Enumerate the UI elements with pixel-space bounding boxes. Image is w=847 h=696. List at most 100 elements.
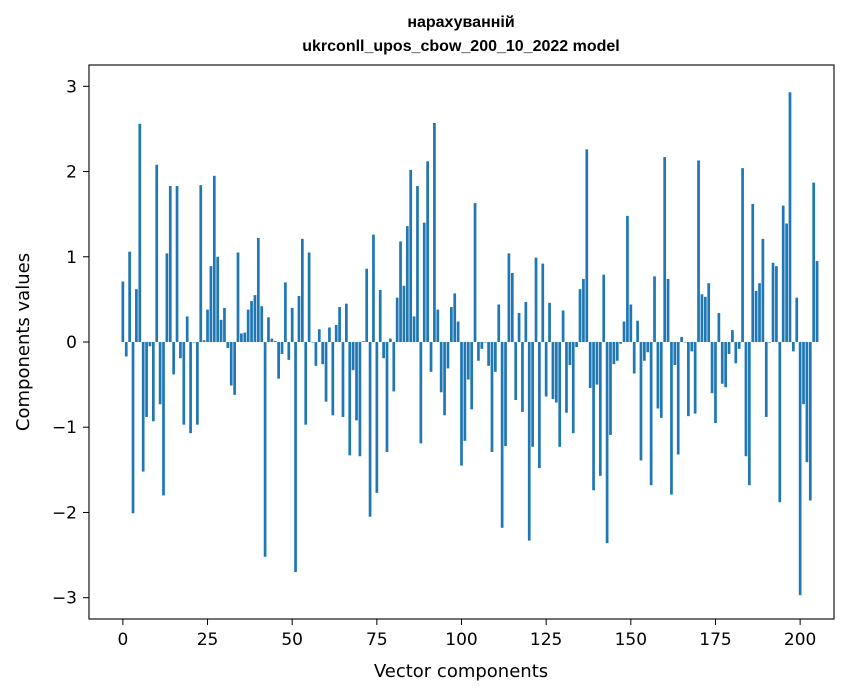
bar-146 [615, 342, 619, 361]
bar-106 [480, 342, 484, 349]
bar-94 [439, 342, 443, 393]
bar-157 [653, 276, 656, 342]
bar-168 [690, 342, 694, 352]
bar-78 [385, 342, 389, 452]
chart-title-line2: ukrconll_upos_cbow_200_10_2022 model [302, 38, 619, 55]
bar-149 [626, 215, 629, 342]
bar-178 [724, 342, 727, 388]
bar-39 [253, 295, 257, 342]
bar-23 [199, 185, 203, 342]
bar-19 [185, 316, 189, 342]
bar-117 [517, 313, 521, 342]
bar-130 [561, 310, 565, 342]
bar-12 [162, 342, 165, 496]
bar-203 [808, 342, 812, 501]
x-tick-label: 100 [445, 630, 477, 650]
x-axis-ticks: 0 25 50 75 100 125 150 175 200 [117, 619, 816, 650]
bar-86 [412, 316, 416, 342]
bar-173 [707, 283, 711, 342]
bar-72 [365, 268, 369, 342]
bar-92 [433, 122, 436, 343]
bar-113 [504, 342, 507, 446]
bar-74 [372, 234, 375, 342]
x-tick-label: 0 [117, 630, 128, 650]
bar-83 [402, 285, 406, 342]
bar-8 [148, 342, 152, 347]
bar-110 [494, 342, 497, 372]
bar-35 [240, 333, 243, 342]
bar-80 [392, 342, 396, 392]
bar-68 [351, 342, 355, 371]
bar-5 [138, 123, 142, 342]
bar-42 [263, 342, 267, 557]
bar-91 [429, 342, 433, 372]
bar-162 [670, 342, 673, 495]
bar-104 [473, 203, 477, 342]
bar-177 [720, 342, 724, 384]
bar-129 [558, 342, 562, 447]
bar-34 [236, 252, 240, 342]
bar-96 [446, 342, 450, 369]
bar-47 [280, 342, 284, 354]
bar-169 [693, 342, 697, 414]
bar-89 [422, 222, 426, 342]
bar-30 [223, 307, 226, 342]
bar-192 [771, 262, 775, 342]
bar-90 [426, 161, 429, 342]
bar-134 [575, 342, 578, 348]
bar-101 [463, 342, 467, 441]
bar-95 [443, 342, 446, 416]
bar-75 [375, 342, 379, 493]
bar-3 [131, 342, 135, 514]
bar-107 [483, 342, 487, 343]
bar-114 [507, 253, 511, 342]
x-axis-label: Vector components [374, 661, 548, 682]
bar-151 [632, 342, 636, 374]
bars-group [121, 92, 819, 596]
bar-115 [510, 272, 514, 342]
x-tick-label: 75 [366, 630, 388, 650]
bar-62 [331, 342, 335, 416]
bar-164 [676, 342, 680, 455]
bar-54 [304, 342, 308, 425]
bar-9 [151, 342, 155, 422]
bar-123 [538, 342, 541, 469]
bar-200 [798, 342, 802, 596]
bar-112 [500, 342, 504, 528]
bar-6 [141, 342, 145, 472]
bar-60 [324, 342, 328, 402]
y-tick-label: 3 [66, 77, 77, 97]
bar-122 [534, 257, 538, 342]
bar-160 [663, 157, 667, 342]
bar-125 [544, 342, 548, 397]
bar-7 [145, 342, 148, 417]
bar-111 [497, 304, 501, 342]
bar-197 [788, 92, 792, 343]
x-tick-label: 50 [281, 630, 303, 650]
x-tick-label: 175 [699, 630, 731, 650]
bar-56 [311, 342, 314, 343]
bar-44 [270, 338, 274, 342]
bar-202 [805, 342, 809, 463]
bar-135 [578, 289, 582, 342]
bar-2 [128, 251, 131, 342]
bar-63 [334, 324, 338, 342]
bar-145 [612, 342, 616, 365]
bar-175 [714, 342, 717, 423]
bar-1 [124, 342, 128, 357]
bar-179 [727, 342, 731, 354]
bar-199 [795, 297, 799, 342]
bar-21 [192, 342, 196, 343]
bar-181 [734, 342, 738, 364]
bar-187 [754, 290, 758, 342]
bar-45 [273, 341, 277, 342]
bar-20 [189, 342, 192, 434]
bar-183 [741, 168, 744, 342]
bar-49 [287, 342, 291, 360]
bar-97 [449, 307, 453, 342]
bar-204 [812, 182, 816, 342]
bar-128 [554, 342, 558, 403]
bar-73 [368, 342, 372, 517]
bar-189 [761, 238, 765, 342]
bar-103 [470, 342, 474, 410]
